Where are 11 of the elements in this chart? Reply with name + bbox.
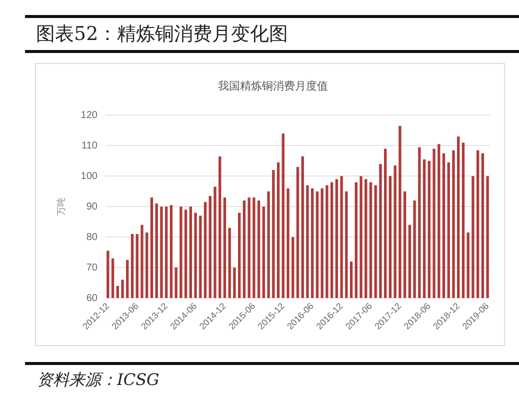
chart-title: 图表52：精炼铜消费月变化图 [25, 15, 519, 53]
y-tick-label: 60 [86, 292, 98, 304]
y-axis-title: 万吨 [56, 198, 66, 216]
y-tick-label: 100 [80, 170, 98, 182]
chart-subtitle: 我国精炼铜消费月度值 [218, 80, 328, 93]
y-tick-label: 120 [80, 110, 98, 121]
y-tick-label: 110 [82, 140, 98, 152]
text: 资料来源：ICSG [37, 369, 160, 391]
y-tick-label: 80 [86, 232, 98, 243]
y-tick-label: 70 [86, 262, 98, 274]
y-tick-label: 90 [86, 201, 98, 212]
